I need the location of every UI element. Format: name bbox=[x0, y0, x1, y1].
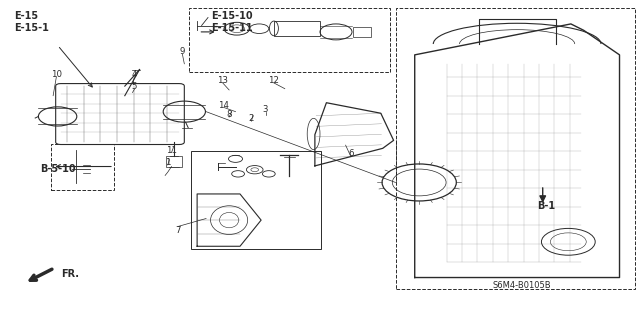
Text: E-15-10
E-15-11: E-15-10 E-15-11 bbox=[211, 11, 253, 33]
Text: 8: 8 bbox=[227, 110, 232, 119]
Text: S6M4-B0105B: S6M4-B0105B bbox=[493, 281, 552, 290]
Bar bbox=[396, 8, 635, 289]
Text: 12: 12 bbox=[268, 76, 280, 85]
Text: 10: 10 bbox=[51, 70, 62, 78]
Text: 13: 13 bbox=[217, 76, 228, 85]
Text: 11: 11 bbox=[166, 146, 177, 155]
Text: 3: 3 bbox=[263, 105, 268, 114]
Text: 5: 5 bbox=[132, 82, 137, 91]
Bar bbox=[166, 156, 182, 167]
Text: 14: 14 bbox=[218, 101, 230, 110]
Bar bbox=[51, 144, 114, 190]
Text: 2: 2 bbox=[249, 114, 254, 123]
Text: 9: 9 bbox=[180, 47, 185, 56]
Text: B-1: B-1 bbox=[538, 201, 556, 211]
Text: FR.: FR. bbox=[61, 269, 79, 279]
Text: 1: 1 bbox=[165, 158, 170, 167]
Bar bbox=[274, 21, 320, 36]
Text: 6: 6 bbox=[348, 149, 353, 158]
Bar bbox=[191, 151, 321, 249]
Text: E-15
E-15-1: E-15 E-15-1 bbox=[14, 11, 49, 33]
Text: 7: 7 bbox=[175, 226, 180, 235]
Bar bbox=[353, 27, 371, 37]
Text: 4: 4 bbox=[132, 70, 137, 78]
Text: B-5-10: B-5-10 bbox=[40, 164, 76, 174]
Bar bbox=[189, 8, 390, 72]
